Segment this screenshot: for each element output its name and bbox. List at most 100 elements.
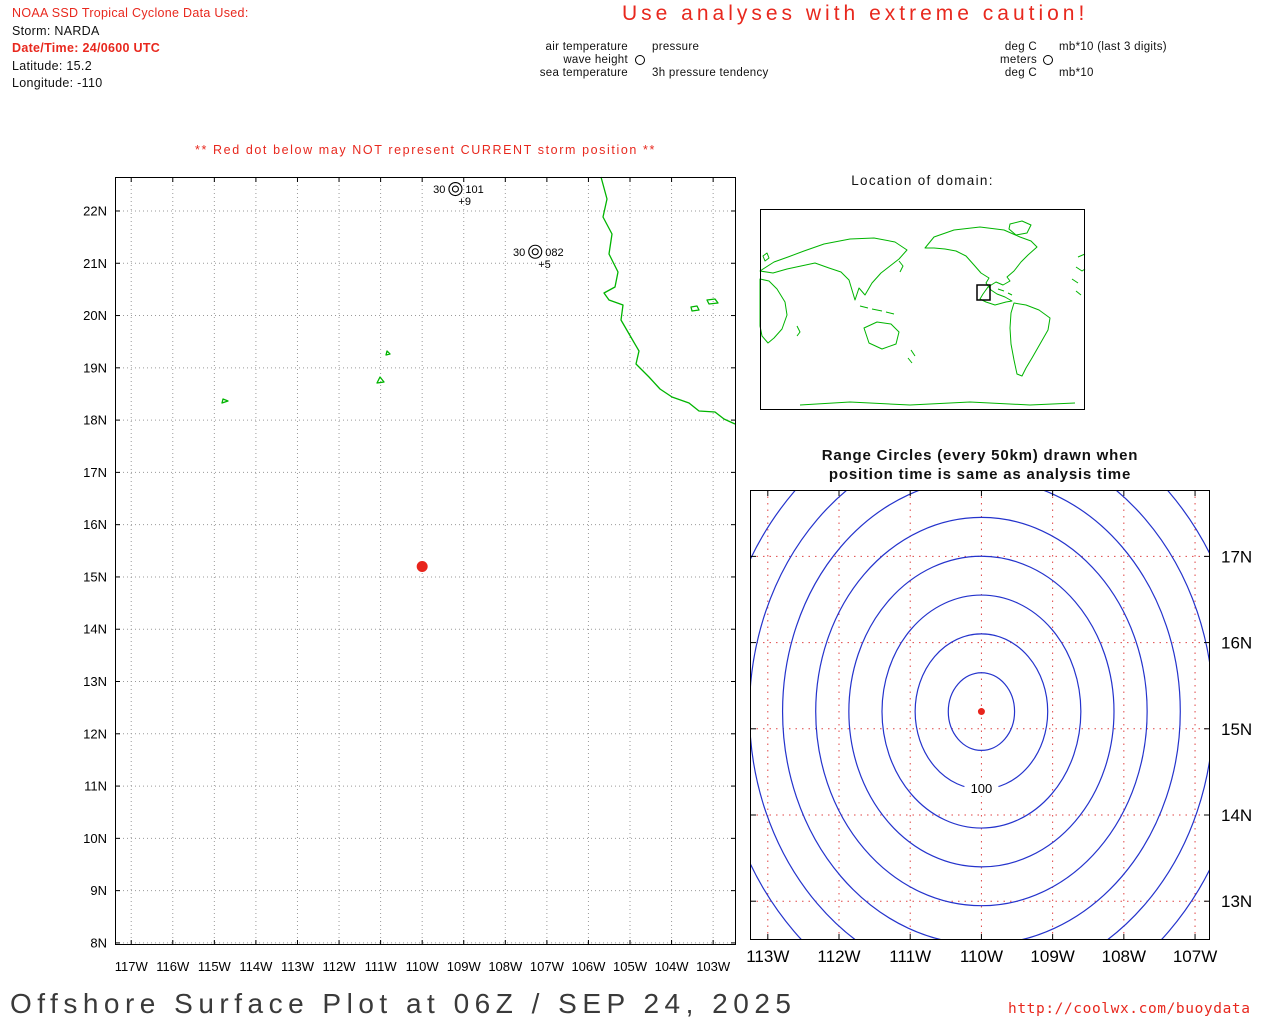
europe-africa-wrap — [1071, 253, 1086, 296]
world-map-inset — [759, 209, 1086, 410]
station-air-temp: 30 — [513, 247, 525, 259]
ring-label-background — [964, 782, 999, 797]
station-pressure-tendency: +5 — [538, 259, 551, 271]
range-circle-label: 100 — [971, 781, 993, 796]
surface-plot-svg: 30 101+930 082+5 117W 116W 115W 114W 113W 112W 1… — [83, 176, 736, 974]
range-circle — [947, 672, 1016, 751]
x-tick-label: 103W — [696, 959, 731, 974]
continent-eurasia — [759, 237, 908, 301]
continent-south-america — [1009, 302, 1051, 377]
y-tick-label: 15N — [83, 569, 107, 584]
x-tick-label: 108W — [488, 959, 523, 974]
x-tick-label: 112W — [817, 947, 860, 966]
new-zealand — [907, 349, 916, 364]
range-circle — [881, 594, 1082, 829]
x-tick-label: 109W — [447, 959, 482, 974]
storm-position-warning: ** Red dot below may NOT represent CURRE… — [195, 143, 656, 157]
map-gridlines — [115, 177, 736, 945]
station-circle-icon — [528, 244, 543, 259]
range-center-dot — [977, 708, 985, 716]
range-circle — [815, 516, 1148, 907]
map-frame — [115, 177, 736, 945]
lake-chapala — [706, 298, 719, 305]
range-rings-layer: 100 — [750, 490, 1210, 940]
station-circle-icon — [531, 248, 539, 256]
x-tick-label: 112W — [323, 959, 357, 974]
x-tick-label: 110W — [960, 947, 1003, 966]
station-pressure: 101 — [465, 184, 483, 196]
y-tick-label: 9N — [90, 883, 107, 898]
range-circles-plot: 100 113W 112W 111W 110W 109W 108W 107W 17N 16N 15… — [746, 490, 1252, 966]
x-tick-label: 106W — [571, 959, 606, 974]
world-continents — [759, 220, 1086, 406]
greenland — [1008, 220, 1032, 236]
range-title-line2: position time is same as analysis time — [828, 465, 1132, 483]
y-tick-label: 16N — [1221, 634, 1252, 653]
range-title-line1: Range Circles (every 50km) drawn when — [821, 447, 1139, 464]
x-tick-label: 111W — [365, 959, 398, 974]
x-tick-label: 116W — [156, 959, 190, 974]
y-tick-label: 10N — [83, 831, 107, 846]
station-plot: 30 101+9 — [433, 181, 484, 208]
madagascar — [796, 325, 801, 337]
coastline-mexico — [600, 176, 736, 425]
inset-title: Location of domain: — [851, 173, 994, 188]
x-tick-label: 105W — [613, 959, 648, 974]
island-san-benedicto — [385, 350, 391, 356]
y-tick-label: 13N — [1221, 892, 1252, 911]
storm-position-dot — [416, 560, 428, 572]
station-pressure-tendency: +9 — [458, 196, 471, 208]
longitude-line: Longitude: -110 — [12, 76, 103, 90]
y-tick-label: 15N — [1221, 720, 1252, 739]
units-legend: deg C mb*10 (last 3 digits) meters deg C… — [985, 41, 1167, 79]
x-tick-label: 114W — [239, 959, 273, 974]
y-tick-label: 19N — [83, 360, 107, 375]
station-air-temp: 30 — [433, 184, 445, 196]
datetime-line: Date/Time: 24/0600 UTC — [12, 41, 161, 55]
units-sea-temperature: deg C — [1004, 66, 1037, 79]
legend-sea-temperature: sea temperature — [539, 66, 628, 79]
station-model-legend: air temperature pressure wave height sea… — [518, 41, 769, 79]
x-tick-label: 107W — [1173, 947, 1217, 966]
plot-title: Offshore Surface Plot at 06Z / SEP 24, 2… — [10, 988, 797, 1019]
inset-frame — [760, 209, 1085, 410]
japan — [898, 260, 904, 273]
y-tick-label: 16N — [83, 517, 107, 532]
continent-australia — [863, 321, 900, 350]
y-tick-label: 22N — [83, 203, 107, 218]
x-tick-label: 109W — [1030, 947, 1074, 966]
caribbean-islands — [997, 288, 1013, 296]
x-tick-label: 107W — [530, 959, 565, 974]
x-tick-label: 113W — [746, 947, 789, 966]
continent-north-america — [924, 226, 1038, 306]
latitude-line: Latitude: 15.2 — [12, 58, 92, 73]
data-source-line: NOAA SSD Tropical Cyclone Data Used: — [12, 6, 249, 20]
legend-wave-height: wave height — [563, 53, 628, 66]
y-tick-label: 21N — [83, 256, 107, 271]
x-tick-label: 117W — [115, 959, 149, 974]
x-tick-label: 108W — [1102, 947, 1146, 966]
x-tick-label: 115W — [198, 959, 232, 974]
x-tick-label: 113W — [281, 959, 315, 974]
map-axes: 117W 116W 115W 114W 113W 112W 111W 110W 109W 108W… — [83, 177, 736, 974]
legend-air-temperature: air temperature — [545, 41, 628, 53]
y-tick-label: 14N — [83, 622, 107, 637]
island-clarion — [221, 398, 229, 404]
units-wave-height: meters — [1000, 53, 1037, 66]
map-data-layer: 30 101+9 30 082+5 — [416, 181, 564, 572]
source-url[interactable]: http://coolwx.com/buoydata — [1008, 1001, 1251, 1017]
range-circle — [848, 555, 1115, 868]
station-pressure: 082 — [545, 247, 563, 259]
station-circle-icon — [1043, 55, 1053, 66]
x-tick-label: 110W — [406, 959, 440, 974]
y-tick-label: 20N — [83, 308, 107, 323]
antarctica — [799, 401, 1076, 406]
units-air-temperature: deg C — [1004, 41, 1037, 53]
british-isles — [762, 252, 770, 262]
station-circle-icon — [448, 181, 463, 197]
units-pressure-tendency: mb*10 — [1059, 66, 1094, 79]
continent-africa — [759, 278, 788, 344]
station-circle-icon — [451, 185, 459, 193]
map-coastlines — [221, 176, 736, 425]
y-tick-label: 17N — [83, 465, 107, 480]
